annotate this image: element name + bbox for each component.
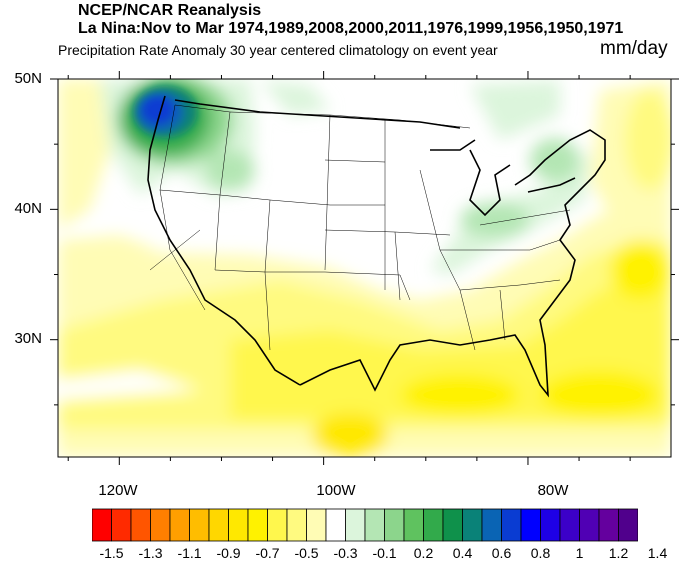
colorbar-swatch [150, 508, 171, 542]
subtitle: Precipitation Rate Anomaly 30 year cente… [58, 42, 498, 58]
colorbar-swatch [618, 508, 638, 542]
colorbar-label: -1.3 [138, 545, 163, 561]
colorbar-swatch [598, 508, 619, 542]
colorbar-swatch [520, 508, 541, 542]
colorbar-label: 0.4 [452, 545, 473, 561]
colorbar-swatch [423, 508, 444, 542]
colorbar-swatch [286, 508, 307, 542]
colorbar-swatch [403, 508, 424, 542]
lat-label-50n: 50N [14, 70, 42, 87]
lon-label-100w: 100W [316, 482, 356, 499]
colorbar-swatch [364, 508, 385, 542]
axis-ticks [50, 71, 679, 465]
colorbar-label: 0.2 [413, 545, 434, 561]
colorbar-swatch [579, 508, 600, 542]
colorbar-swatch [501, 508, 522, 542]
colorbar-label: -0.7 [255, 545, 280, 561]
colorbar-swatch [481, 508, 502, 542]
colorbar-swatch [267, 508, 288, 542]
anomaly-field [58, 79, 671, 457]
lat-label-40n: 40N [14, 200, 42, 217]
colorbar-label: 1.4 [647, 545, 668, 561]
colorbar-swatch [92, 508, 112, 542]
colorbar-swatch [189, 508, 210, 542]
colorbar-label: -0.3 [333, 545, 358, 561]
colorbar-label: -1.1 [177, 545, 202, 561]
colorbar-label: 1.2 [608, 545, 629, 561]
coastlines [147, 95, 606, 398]
colorbar [92, 508, 638, 542]
colorbar-swatch [384, 508, 405, 542]
colorbar-swatch [111, 508, 132, 542]
lon-label-80w: 80W [537, 482, 569, 499]
lon-label-120w: 120W [98, 482, 138, 499]
colorbar-label: -0.5 [294, 545, 319, 561]
title-dataset: NCEP/NCAR Reanalysis [78, 2, 262, 19]
colorbar-label: 0.6 [491, 545, 512, 561]
colorbar-swatch [540, 508, 561, 542]
map-frame [57, 78, 672, 458]
colorbar-label: -0.9 [216, 545, 241, 561]
colorbar-swatch [442, 508, 463, 542]
colorbar-swatch [228, 508, 249, 542]
colorbar-swatch [462, 508, 483, 542]
colorbar-swatch [559, 508, 580, 542]
lat-label-30n: 30N [14, 330, 42, 347]
colorbar-swatch [169, 508, 190, 542]
colorbar-label: 0.8 [530, 545, 551, 561]
colorbar-swatch [208, 508, 229, 542]
colorbar-swatch [247, 508, 268, 542]
state-boundaries [149, 104, 571, 351]
colorbar-label: -0.1 [372, 545, 397, 561]
colorbar-swatch [130, 508, 151, 542]
colorbar-label: -1.5 [99, 545, 124, 561]
colorbar-label: 1 [575, 545, 584, 561]
units-label: mm/day [600, 38, 668, 59]
colorbar-swatch [345, 508, 366, 542]
colorbar-swatch [325, 508, 346, 542]
title-composite: La Nina:Nov to Mar 1974,1989,2008,2000,2… [78, 20, 624, 37]
colorbar-swatch [306, 508, 327, 542]
